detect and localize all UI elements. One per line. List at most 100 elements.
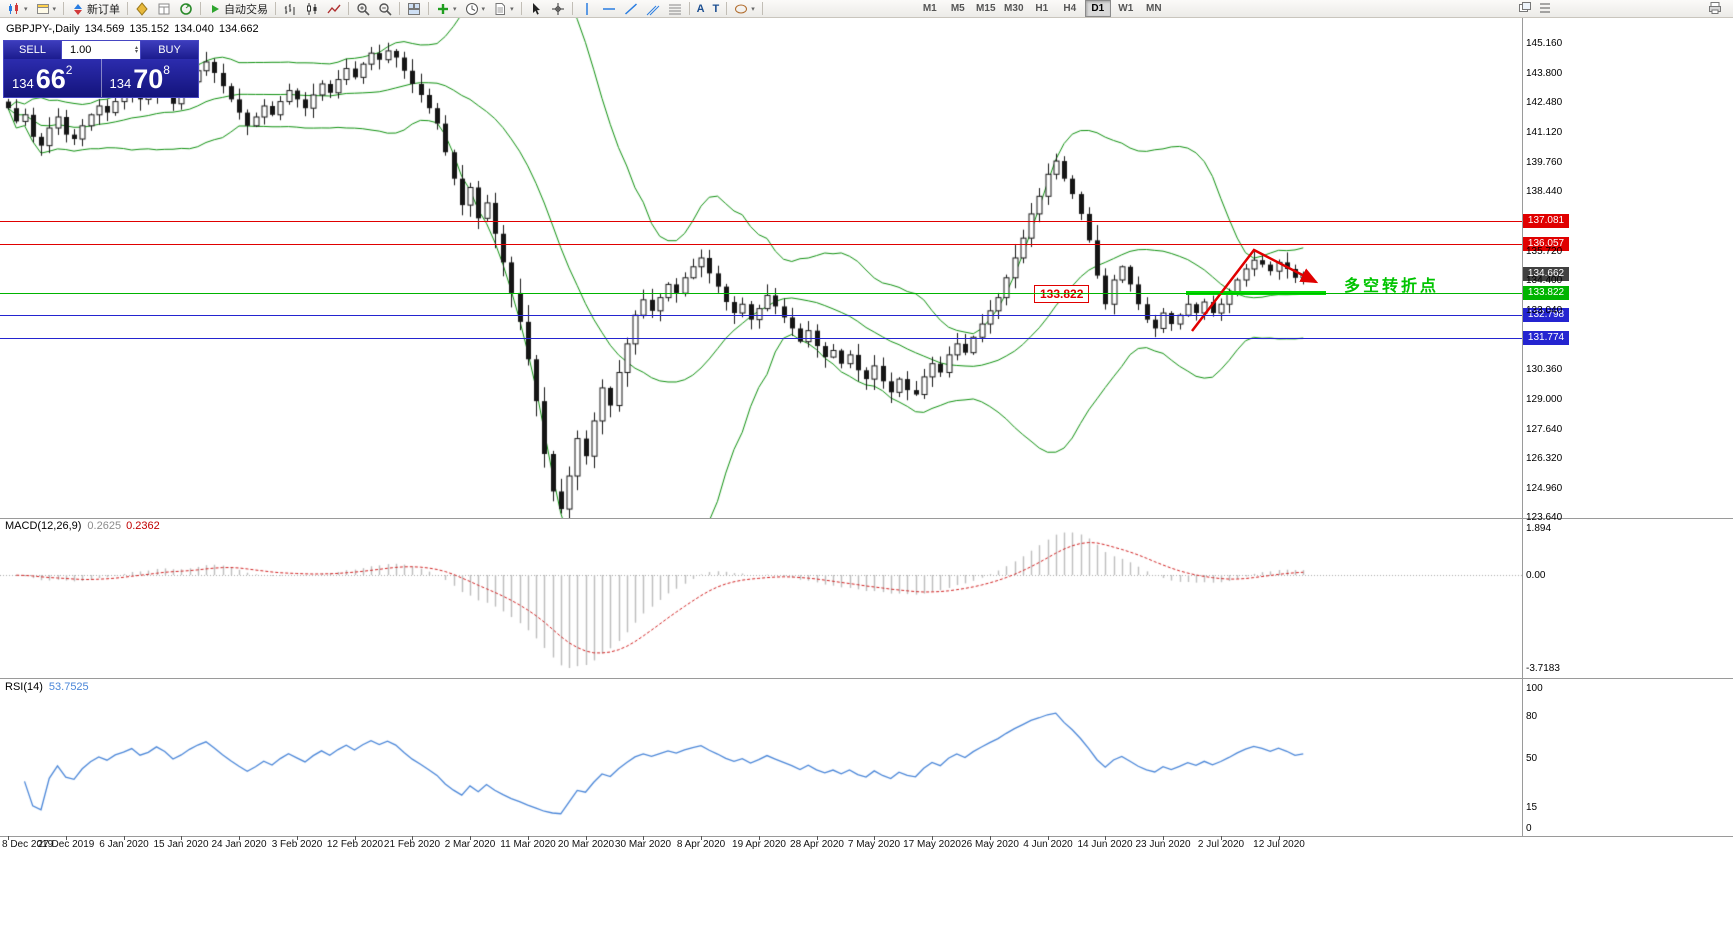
lot-size-field[interactable]: 1.00 ▴ ▾ bbox=[62, 41, 140, 59]
date-label: 15 Jan 2020 bbox=[153, 839, 209, 850]
candlestick-chart-icon[interactable] bbox=[301, 0, 323, 18]
current-price-tag: 134.662 bbox=[1523, 267, 1569, 281]
text-icon-glyph: A bbox=[696, 2, 705, 15]
resistance-line-1[interactable] bbox=[0, 221, 1522, 222]
time-axis-tick bbox=[586, 836, 587, 840]
new-order-button[interactable]: 新订单 bbox=[67, 0, 124, 18]
rsi-name: RSI(14) bbox=[5, 681, 43, 693]
label-icon[interactable]: T bbox=[709, 0, 724, 18]
zoom-out-icon[interactable] bbox=[374, 0, 396, 18]
lot-decrease-button[interactable]: ▾ bbox=[134, 49, 138, 55]
tile-windows-icon[interactable] bbox=[403, 0, 425, 18]
text-icon[interactable]: A bbox=[693, 0, 709, 18]
macd-name: MACD(12,26,9) bbox=[5, 520, 82, 532]
ask-price[interactable]: 134 70 8 bbox=[102, 59, 199, 97]
price-axis-label: 143.800 bbox=[1526, 68, 1563, 79]
macd-axis-label: -3.7183 bbox=[1526, 663, 1560, 674]
navigator-icon[interactable] bbox=[175, 0, 197, 18]
date-label: 14 Jun 2020 bbox=[1077, 839, 1133, 850]
time-axis-tick bbox=[759, 836, 760, 840]
timeframe-button-w1[interactable]: W1 bbox=[1118, 3, 1134, 14]
autotrading-button-label: 自动交易 bbox=[224, 3, 269, 16]
crosshair-icon[interactable] bbox=[547, 0, 569, 18]
price-axis-label: 133.040 bbox=[1526, 305, 1563, 316]
time-axis-border bbox=[0, 836, 1733, 837]
quote-panel: 134 66 2 134 70 8 bbox=[4, 59, 198, 97]
timeframe-button-m1[interactable]: M1 bbox=[922, 3, 937, 14]
chevron-down-icon: ▾ bbox=[52, 5, 57, 13]
support-line-1[interactable] bbox=[0, 315, 1522, 316]
toolbar: ▾ ▾ 新订单 自动交易 ▾ ▾ ▾ A T ▾ M1 M5 M15 M30 H1 H4 D1 W1 MN bbox=[0, 0, 1733, 18]
bar-chart-icon bbox=[283, 2, 297, 16]
line-chart-icon[interactable] bbox=[323, 0, 345, 18]
autotrading-icon bbox=[208, 2, 222, 16]
resistance-line-2[interactable] bbox=[0, 244, 1522, 245]
channel-icon[interactable] bbox=[642, 0, 664, 18]
toolbar-separator bbox=[761, 2, 763, 15]
time-axis-tick bbox=[8, 836, 9, 840]
data-window-icon[interactable] bbox=[153, 0, 175, 18]
cursor-icon bbox=[529, 2, 543, 16]
candlestick-chart-canvas[interactable] bbox=[0, 18, 1522, 518]
bid-price[interactable]: 134 66 2 bbox=[4, 59, 101, 97]
pane-splitter[interactable] bbox=[0, 678, 1733, 679]
autotrading-button[interactable]: 自动交易 bbox=[204, 0, 272, 18]
trendline-icon[interactable] bbox=[620, 0, 642, 18]
sell-button[interactable]: SELL bbox=[4, 41, 62, 59]
time-axis-tick bbox=[470, 836, 471, 840]
profiles-icon[interactable]: ▾ bbox=[32, 0, 61, 18]
market-watch-icon[interactable] bbox=[131, 0, 153, 18]
toolbar-separator bbox=[127, 2, 129, 15]
templates-icon[interactable]: ▾ bbox=[489, 0, 518, 18]
cursor-icon[interactable] bbox=[525, 0, 547, 18]
macd-signal-value: 0.2362 bbox=[126, 520, 160, 532]
fibonacci-icon[interactable] bbox=[664, 0, 686, 18]
shapes-icon[interactable]: ▾ bbox=[730, 0, 759, 18]
new-chart-icon[interactable]: ▾ bbox=[3, 0, 32, 18]
buy-button[interactable]: BUY bbox=[140, 41, 198, 59]
pane-splitter[interactable] bbox=[0, 518, 1733, 519]
support-line-2[interactable] bbox=[0, 338, 1522, 339]
price-axis-border bbox=[1522, 18, 1523, 836]
date-label: 3 Feb 2020 bbox=[271, 839, 323, 850]
print-icon[interactable] bbox=[1708, 1, 1722, 15]
price-axis-label: 127.640 bbox=[1526, 424, 1563, 435]
timeframe-button-mn[interactable]: MN bbox=[1146, 3, 1162, 14]
chart-list-icon[interactable] bbox=[1538, 1, 1552, 15]
new-order-button-label: 新订单 bbox=[87, 3, 121, 16]
resistance-line-1-price-tag: 137.081 bbox=[1523, 214, 1569, 228]
macd-canvas[interactable] bbox=[0, 519, 1522, 677]
date-label: 30 Mar 2020 bbox=[614, 839, 672, 850]
crosshair-icon bbox=[551, 2, 565, 16]
arrange-windows-icon[interactable] bbox=[1518, 1, 1532, 15]
lot-increase-button[interactable]: ▴ bbox=[134, 45, 138, 51]
time-axis-tick bbox=[1048, 836, 1049, 840]
toolbar-separator bbox=[63, 2, 65, 15]
navigator-icon bbox=[179, 2, 193, 16]
rsi-axis-label: 0 bbox=[1526, 823, 1532, 834]
time-axis-tick bbox=[1163, 836, 1164, 840]
timeframe-button-h1[interactable]: H1 bbox=[1035, 3, 1049, 14]
horizontal-line-icon bbox=[602, 2, 616, 16]
bar-chart-icon[interactable] bbox=[279, 0, 301, 18]
price-axis-label: 141.120 bbox=[1526, 127, 1563, 138]
timeframe-button-m30[interactable]: M30 bbox=[1004, 3, 1024, 14]
timeframe-button-m15[interactable]: M15 bbox=[976, 3, 996, 14]
timeframe-button-h4[interactable]: H4 bbox=[1063, 3, 1077, 14]
indicators-icon[interactable]: ▾ bbox=[432, 0, 461, 18]
close-value: 134.662 bbox=[218, 23, 259, 35]
pivot-green-line[interactable] bbox=[0, 293, 1522, 294]
zoom-in-icon[interactable] bbox=[352, 0, 374, 18]
rsi-canvas[interactable] bbox=[0, 679, 1522, 835]
date-label: 26 May 2020 bbox=[961, 839, 1019, 850]
timeframe-button-m5[interactable]: M5 bbox=[950, 3, 965, 14]
price-axis-label: 126.320 bbox=[1526, 453, 1563, 464]
timeframe-button-d1[interactable]: D1 bbox=[1084, 0, 1111, 17]
vertical-line-icon[interactable] bbox=[576, 0, 598, 18]
horizontal-line-icon[interactable] bbox=[598, 0, 620, 18]
period-icon[interactable]: ▾ bbox=[461, 0, 490, 18]
time-axis-tick bbox=[297, 836, 298, 840]
price-callout-label[interactable]: 133.822 bbox=[1034, 285, 1090, 303]
date-label: 23 Jun 2020 bbox=[1135, 839, 1191, 850]
turning-point-annotation[interactable]: 多空转折点 bbox=[1344, 278, 1440, 295]
